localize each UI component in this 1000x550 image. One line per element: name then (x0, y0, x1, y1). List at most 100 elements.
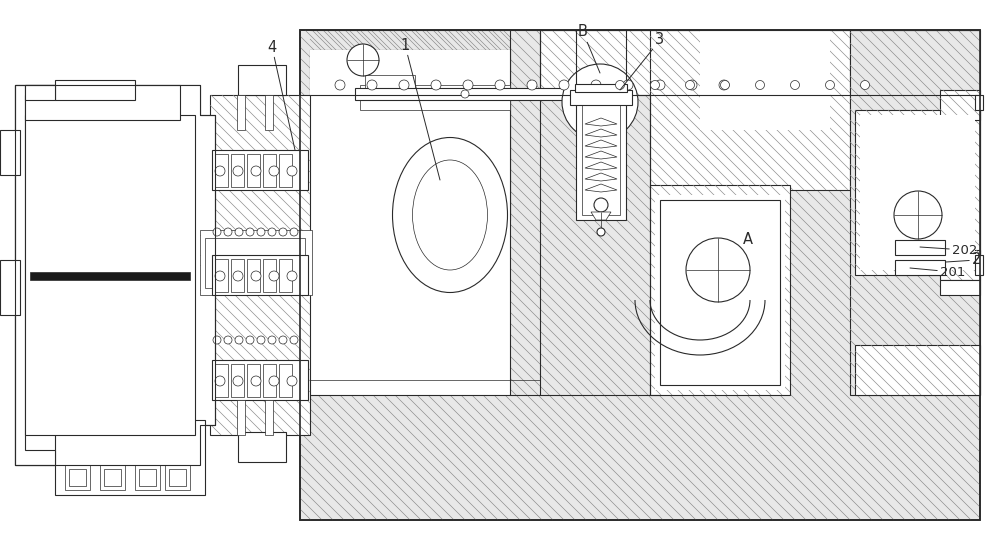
Text: 1: 1 (400, 37, 440, 180)
Polygon shape (585, 129, 617, 137)
Bar (355, 88, 585, 100)
Text: 4: 4 (267, 40, 295, 150)
Circle shape (268, 228, 276, 236)
Bar (0, 130, 20, 175)
Bar (139, 469, 156, 486)
Polygon shape (15, 85, 215, 465)
Circle shape (215, 271, 225, 281)
Bar (263, 154, 276, 187)
Circle shape (367, 80, 377, 90)
Bar (895, 260, 945, 275)
Circle shape (527, 80, 537, 90)
Bar (100, 465, 125, 490)
Bar (940, 250, 980, 280)
Circle shape (224, 336, 232, 344)
Circle shape (246, 336, 254, 344)
Bar (210, 95, 310, 435)
Bar (135, 465, 160, 490)
Circle shape (257, 228, 265, 236)
Polygon shape (585, 118, 617, 126)
Bar (263, 364, 276, 397)
Polygon shape (310, 50, 510, 390)
Circle shape (257, 336, 265, 344)
Circle shape (335, 80, 345, 90)
Bar (850, 30, 980, 395)
Bar (855, 345, 980, 395)
Circle shape (461, 90, 469, 98)
Circle shape (215, 166, 225, 176)
Polygon shape (655, 195, 785, 390)
Circle shape (235, 228, 243, 236)
Circle shape (224, 228, 232, 236)
Circle shape (399, 80, 409, 90)
Bar (895, 240, 945, 255)
Bar (940, 280, 980, 295)
Circle shape (290, 228, 298, 236)
Bar (855, 110, 980, 275)
Bar (238, 65, 286, 95)
Circle shape (279, 336, 287, 344)
Circle shape (720, 80, 730, 90)
Circle shape (623, 80, 633, 90)
Circle shape (616, 80, 624, 90)
Bar (30, 272, 190, 280)
Circle shape (756, 80, 765, 90)
Bar (582, 105, 620, 215)
Ellipse shape (392, 138, 508, 293)
Circle shape (213, 228, 221, 236)
Bar (55, 420, 205, 495)
Bar (55, 80, 135, 100)
Text: A: A (743, 233, 753, 248)
Bar (265, 95, 273, 130)
Polygon shape (15, 85, 55, 465)
Bar (540, 30, 660, 95)
Bar (279, 154, 292, 187)
Bar (975, 95, 983, 110)
Bar (700, 30, 830, 130)
Circle shape (268, 336, 276, 344)
Circle shape (269, 166, 279, 176)
Circle shape (287, 376, 297, 386)
Circle shape (215, 376, 225, 386)
Circle shape (559, 80, 569, 90)
Bar (238, 432, 286, 462)
Bar (300, 30, 980, 520)
Circle shape (251, 271, 261, 281)
Bar (212, 150, 308, 190)
Bar (0, 260, 20, 315)
Polygon shape (585, 173, 617, 181)
Circle shape (233, 271, 243, 281)
Polygon shape (585, 184, 617, 192)
Circle shape (269, 271, 279, 281)
Circle shape (894, 191, 942, 239)
Bar (279, 259, 292, 292)
Bar (212, 360, 308, 400)
Circle shape (463, 80, 473, 90)
Text: 202: 202 (920, 244, 977, 256)
Bar (200, 230, 312, 295)
Bar (310, 30, 510, 160)
Bar (360, 85, 510, 110)
Bar (860, 115, 975, 270)
Bar (247, 259, 260, 292)
Bar (279, 364, 292, 397)
Bar (263, 259, 276, 292)
Circle shape (347, 44, 379, 76)
Circle shape (233, 166, 243, 176)
Text: B: B (578, 25, 600, 73)
Circle shape (290, 336, 298, 344)
Bar (975, 255, 983, 275)
Circle shape (251, 166, 261, 176)
Circle shape (235, 336, 243, 344)
Polygon shape (591, 212, 611, 220)
Circle shape (287, 166, 297, 176)
Bar (940, 90, 980, 120)
Bar (237, 95, 245, 130)
Polygon shape (585, 162, 617, 170)
Circle shape (655, 80, 665, 90)
Bar (231, 364, 244, 397)
Bar (104, 469, 121, 486)
Bar (247, 154, 260, 187)
Bar (212, 255, 308, 295)
Bar (205, 238, 305, 288)
